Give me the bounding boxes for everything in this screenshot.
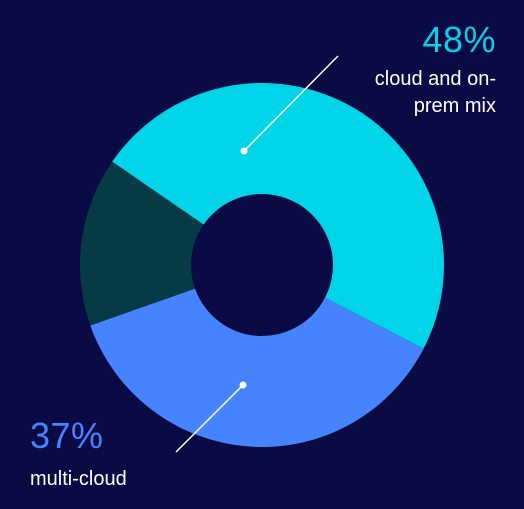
- leader-line-cloud-and-onprem: [243, 55, 339, 152]
- multi-cloud-label: multi-cloud: [30, 468, 127, 490]
- leader-line-multi-cloud: [175, 384, 244, 453]
- slice-multi-cloud: [90, 288, 424, 447]
- slice-cloud-and-onprem: [112, 82, 445, 349]
- donut-slices: [80, 82, 445, 447]
- leader-lines: [175, 55, 339, 453]
- leader-dot-cloud-and-onprem: [240, 147, 248, 155]
- leader-dot-multi-cloud: [239, 381, 247, 389]
- cloud-and-onprem-label: cloud and on-prem mix: [374, 68, 496, 117]
- slice-other: [80, 161, 204, 326]
- multi-cloud-percent: 37%: [30, 415, 104, 456]
- cloud-and-onprem-percent: 48%: [422, 19, 496, 60]
